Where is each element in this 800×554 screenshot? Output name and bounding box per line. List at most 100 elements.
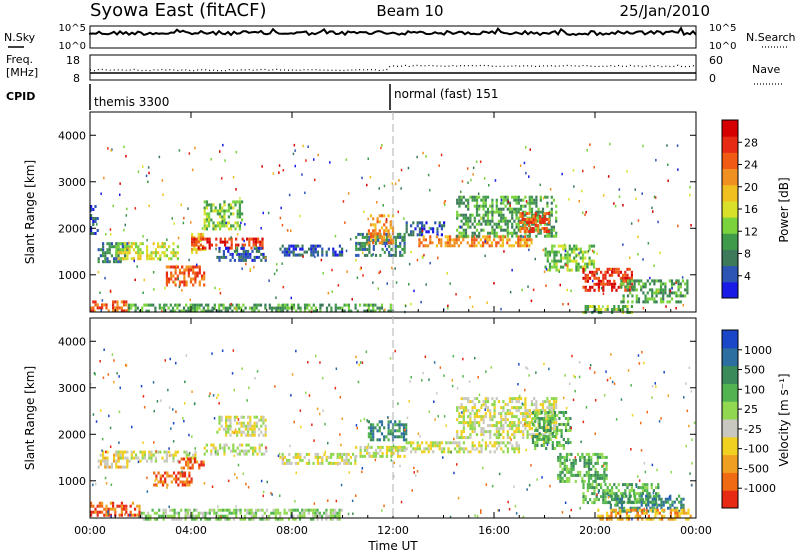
range-gate-cell (396, 235, 400, 239)
range-gate-cell (262, 252, 265, 256)
range-gate-cell (502, 213, 505, 217)
range-gate-cell (589, 143, 591, 146)
range-gate-cell (198, 265, 201, 269)
range-gate-cell (638, 494, 641, 498)
range-gate-cell (391, 241, 395, 245)
range-gate-cell (490, 241, 493, 245)
range-gate-cell (581, 250, 585, 254)
range-gate-cell (251, 427, 254, 431)
range-gate-cell (254, 508, 258, 512)
range-gate-cell (643, 507, 646, 511)
range-gate-cell (252, 517, 255, 521)
range-gate-cell (427, 447, 430, 451)
range-gate-cell (178, 149, 181, 152)
range-gate-cell (650, 508, 653, 512)
range-gate-cell (146, 248, 149, 252)
range-gate-cell (687, 517, 690, 521)
range-gate-cell (484, 235, 487, 239)
range-gate-cell (298, 514, 302, 518)
range-gate-cell (558, 423, 561, 426)
range-gate-cell (191, 232, 194, 236)
range-gate-cell (241, 449, 244, 453)
range-gate-cell (231, 430, 234, 434)
range-gate-cell (583, 455, 586, 459)
range-gate-cell (380, 303, 384, 307)
range-gate-cell (123, 504, 126, 508)
range-gate-cell (480, 204, 483, 208)
range-gate-cell (605, 467, 608, 471)
range-gate-cell (157, 251, 160, 255)
range-gate-cell (537, 219, 540, 223)
range-gate-cell (125, 364, 128, 367)
range-gate-cell (390, 454, 393, 458)
range-gate-cell (568, 247, 571, 251)
range-gate-cell (230, 240, 233, 244)
range-gate-cell (242, 309, 245, 313)
range-gate-cell (241, 443, 244, 447)
range-gate-cell (301, 244, 304, 248)
range-gate-cell (544, 247, 547, 251)
range-gate-cell (508, 244, 511, 248)
range-gate-cell (569, 417, 572, 420)
range-gate-cell (106, 260, 109, 264)
range-gate-cell (106, 459, 109, 463)
range-gate-cell (178, 309, 181, 313)
range-gate-cell (536, 227, 540, 230)
range-gate-cell (416, 441, 419, 445)
range-gate-cell (511, 433, 514, 437)
range-gate-cell (631, 279, 634, 283)
range-gate-cell (594, 399, 597, 402)
range-gate-cell (252, 446, 255, 450)
range-gate-cell (167, 306, 170, 310)
range-gate-cell (475, 195, 479, 199)
cpid-mode-1: themis 3300 (94, 95, 169, 109)
range-gate-cell (588, 247, 591, 251)
range-gate-cell (363, 247, 367, 251)
range-gate-cell (367, 432, 370, 436)
range-gate-cell (147, 511, 150, 515)
range-gate-cell (675, 307, 677, 310)
range-gate-cell (330, 306, 333, 310)
range-gate-cell (528, 218, 531, 221)
range-gate-cell (592, 262, 596, 266)
range-gate-cell (412, 447, 415, 451)
range-gate-cell (642, 258, 644, 261)
range-gate-cell (498, 441, 501, 445)
range-gate-cell (597, 285, 600, 289)
cpid-mode-2: normal (fast) 151 (394, 87, 498, 101)
range-gate-cell (515, 447, 518, 451)
range-gate-cell (131, 501, 134, 505)
range-gate-cell (203, 221, 206, 225)
range-gate-cell (365, 309, 368, 313)
range-gate-cell (685, 444, 687, 448)
range-gate-cell (524, 219, 527, 223)
range-gate-cell (575, 253, 578, 257)
range-gate-cell (491, 216, 494, 220)
range-gate-cell (547, 438, 550, 441)
range-gate-cell (557, 259, 560, 263)
range-gate-cell (478, 222, 481, 226)
range-gate-cell (477, 192, 480, 195)
range-gate-cell (545, 218, 548, 221)
range-gate-cell (604, 501, 607, 505)
range-gate-cell (367, 435, 370, 439)
range-gate-cell (387, 232, 390, 236)
range-gate-cell (539, 222, 542, 226)
range-gate-cell (250, 237, 253, 241)
range-gate-cell (538, 423, 541, 426)
range-gate-cell (499, 433, 502, 437)
range-gate-cell (253, 424, 256, 428)
range-gate-cell (606, 378, 609, 382)
power-ylabel: Slant Range [km] (23, 160, 37, 264)
range-gate-cell (238, 427, 241, 431)
range-gate-cell (225, 418, 228, 422)
range-gate-cell (626, 305, 629, 308)
range-gate-cell (416, 224, 419, 228)
range-gate-cell (150, 251, 153, 255)
range-gate-cell (495, 198, 498, 202)
range-gate-cell (185, 268, 188, 272)
range-gate-cell (204, 246, 207, 250)
range-gate-cell (635, 492, 638, 496)
range-gate-cell (577, 265, 580, 269)
range-gate-cell (460, 406, 463, 410)
